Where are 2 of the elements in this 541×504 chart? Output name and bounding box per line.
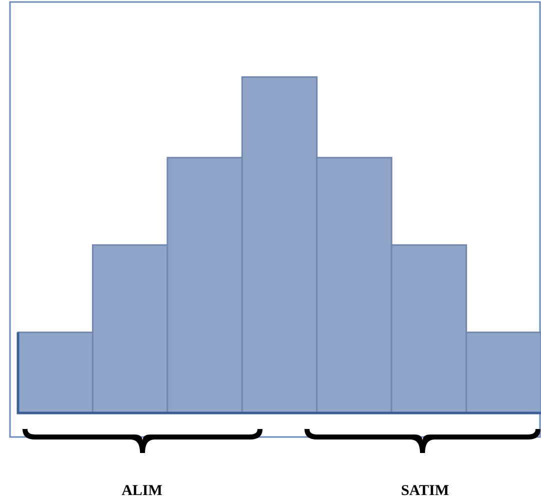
text: SATIM [400,483,450,499]
text: ALIM [122,483,162,499]
